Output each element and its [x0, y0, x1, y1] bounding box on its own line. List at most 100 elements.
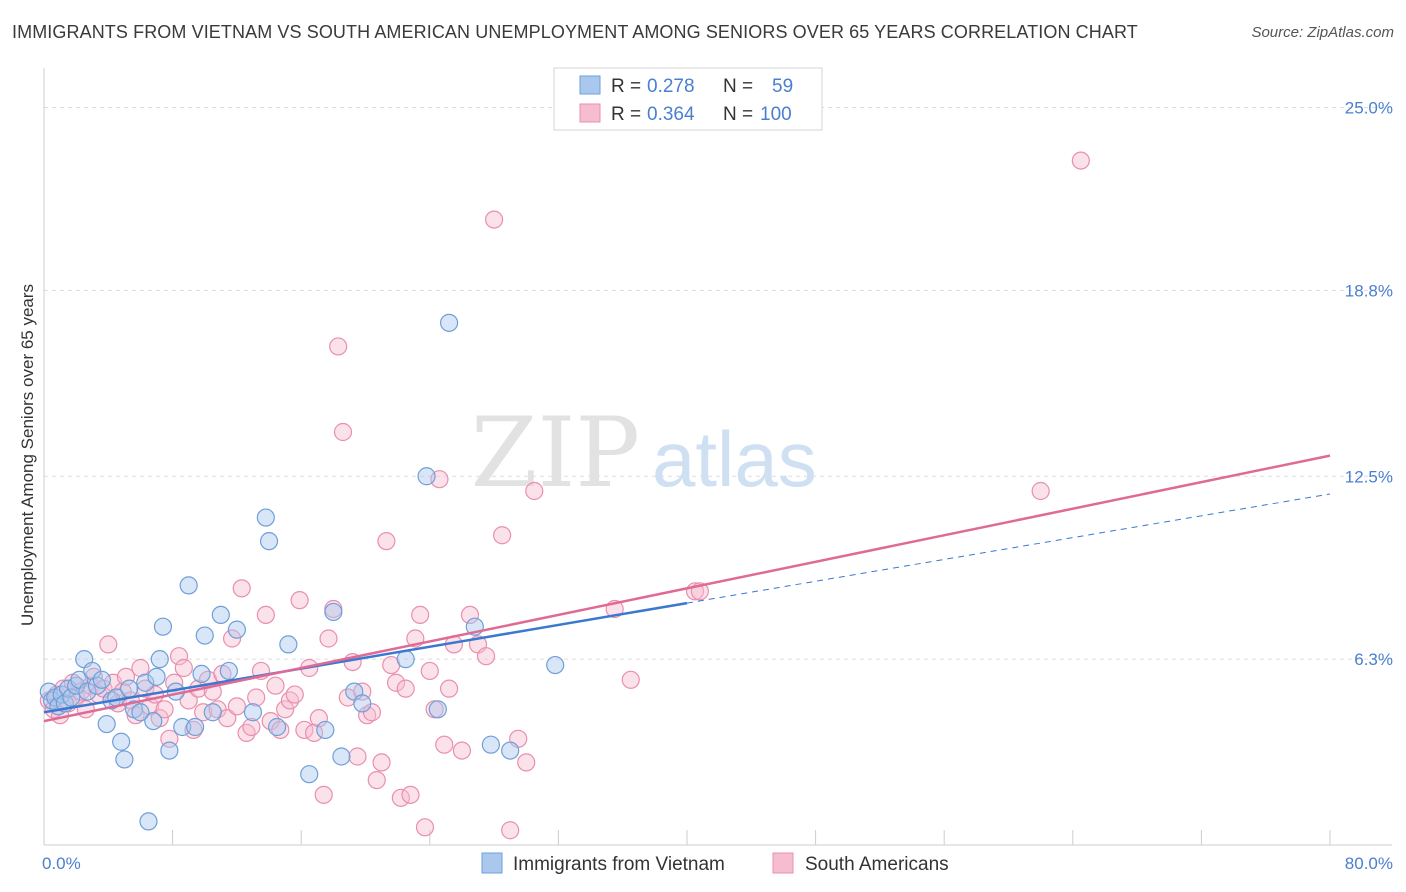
y-tick-label-0: 6.3% — [1354, 650, 1393, 669]
vietnam-point-50 — [353, 694, 372, 713]
south-americans-point-85 — [439, 679, 459, 698]
south-americans-point-43 — [237, 723, 256, 743]
watermark: ZIP atlas — [471, 397, 817, 509]
vietnam-swatch-icon — [579, 75, 601, 95]
south-americans-point-21 — [131, 658, 150, 678]
south-americans-point-88 — [460, 605, 480, 625]
vietnam-point-46 — [316, 720, 335, 740]
south-americans-point-51 — [276, 700, 295, 719]
vietnam-point-23 — [136, 673, 155, 692]
south-americans-r-label: R = — [611, 104, 641, 125]
south-americans-point-79 — [411, 605, 430, 625]
south-americans-point-59 — [314, 785, 333, 804]
vietnam-r-label: R = — [611, 76, 641, 97]
vietnam-point-20 — [120, 679, 139, 698]
south-americans-point-18 — [116, 667, 136, 686]
vietnam-point-28 — [153, 617, 173, 636]
south-americans-point-40 — [222, 629, 242, 648]
south-americans-n-label: N = — [723, 104, 753, 125]
south-americans-point-30 — [174, 658, 193, 678]
south-americans-point-22 — [136, 679, 155, 698]
south-americans-point-44 — [242, 717, 261, 737]
south-americans-point-54 — [290, 591, 309, 610]
vietnam-point-26 — [147, 667, 166, 686]
south-americans-point-93 — [501, 821, 520, 840]
south-americans-point-77 — [401, 785, 420, 804]
vietnam-point-11 — [78, 682, 97, 701]
vietnam-point-32 — [179, 576, 198, 595]
south-americans-point-68 — [358, 706, 377, 725]
legend-south-americans-swatch-icon — [772, 852, 794, 874]
south-americans-point-32 — [184, 720, 203, 740]
vietnam-point-7 — [62, 688, 81, 707]
south-americans-n-value: 100 — [760, 104, 792, 125]
south-americans-point-74 — [386, 673, 406, 692]
south-americans-point-14 — [99, 635, 118, 654]
south-americans-point-102 — [1071, 151, 1090, 170]
south-americans-point-96 — [525, 481, 544, 501]
south-americans-point-57 — [304, 723, 324, 743]
south-americans-trend-line — [43, 454, 1331, 723]
south-americans-point-98 — [621, 670, 640, 689]
vietnam-point-27 — [150, 650, 169, 669]
vietnam-point-18 — [112, 732, 131, 751]
south-americans-point-72 — [377, 532, 396, 551]
vietnam-point-44 — [279, 635, 298, 654]
vietnam-point-43 — [267, 717, 287, 737]
south-americans-point-81 — [420, 661, 439, 681]
south-americans-point-80 — [415, 818, 435, 837]
legend-vietnam-label: Immigrants from Vietnam — [513, 854, 725, 875]
stats-legend: R = 0.278 N = 59 R = 0.364 N = 100 — [553, 67, 823, 131]
south-americans-point-76 — [396, 679, 415, 698]
south-americans-point-34 — [194, 703, 213, 722]
south-americans-point-47 — [256, 605, 275, 625]
south-americans-point-95 — [517, 753, 536, 772]
south-americans-point-71 — [372, 753, 391, 772]
tick-labels: 6.3% 12.5% 18.8% 25.0% 0.0% 80.0% — [42, 99, 1393, 874]
south-americans-point-26 — [155, 700, 174, 719]
vietnam-point-42 — [259, 532, 279, 551]
south-americans-point-62 — [329, 337, 348, 356]
south-americans-point-29 — [169, 647, 189, 666]
south-americans-point-53 — [285, 685, 304, 704]
vietnam-point-34 — [192, 664, 211, 684]
south-americans-point-52 — [280, 691, 300, 710]
vietnam-point-52 — [417, 467, 436, 486]
vietnam-trend-line — [43, 601, 688, 714]
vietnam-point-35 — [195, 626, 214, 645]
y-tick-label-1: 12.5% — [1345, 467, 1393, 486]
vietnam-point-45 — [300, 765, 319, 784]
grid-lines — [44, 107, 1392, 660]
x-tick-label-0: 0.0% — [42, 854, 81, 873]
vietnam-point-29 — [160, 741, 179, 760]
vietnam-point-13 — [87, 676, 107, 695]
south-americans-point-91 — [485, 210, 504, 229]
x-tick-label-1: 80.0% — [1345, 854, 1393, 873]
y-axis-label: Unemployment Among Seniors over 65 years — [18, 284, 37, 626]
vietnam-point-19 — [115, 750, 134, 769]
vietnam-point-14 — [92, 670, 111, 689]
trend-lines — [43, 454, 1331, 723]
vietnam-r-value: 0.278 — [647, 76, 695, 97]
axes — [43, 68, 1392, 846]
y-tick-label-3: 25.0% — [1345, 99, 1393, 118]
y-tick-label-2: 18.8% — [1345, 281, 1393, 300]
south-americans-point-70 — [367, 770, 386, 790]
vietnam-point-53 — [428, 700, 447, 719]
vietnam-point-22 — [131, 703, 150, 722]
south-americans-point-60 — [319, 629, 338, 648]
vietnam-point-36 — [203, 703, 222, 722]
south-americans-point-66 — [348, 747, 367, 766]
vietnam-point-31 — [173, 717, 192, 737]
south-americans-point-63 — [333, 422, 353, 442]
south-americans-point-50 — [271, 720, 290, 740]
source-label: Source: ZipAtlas.com — [1251, 24, 1394, 41]
chart-title: IMMIGRANTS FROM VIETNAM VS SOUTH AMERICA… — [12, 22, 1138, 42]
south-americans-swatch-icon — [579, 103, 601, 123]
south-americans-point-87 — [452, 741, 472, 760]
bottom-legend: Immigrants from Vietnam South Americans — [481, 852, 949, 875]
south-americans-point-84 — [435, 735, 454, 754]
vietnam-n-label: N = — [723, 76, 753, 97]
legend-south-americans-label: South Americans — [805, 854, 949, 875]
